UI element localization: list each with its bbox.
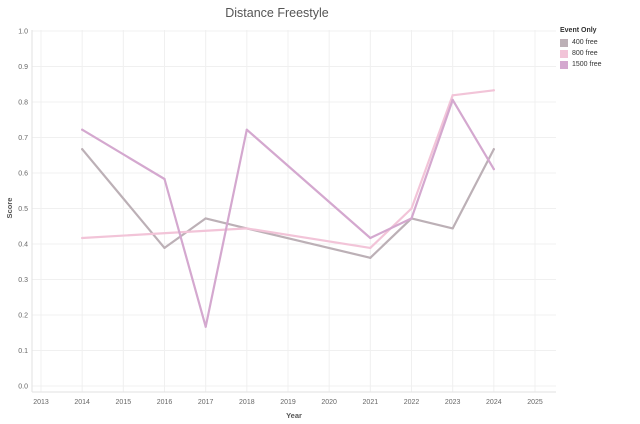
y-tick-label: 1.0 [18, 29, 28, 36]
data-point[interactable] [81, 128, 84, 131]
y-tick-label: 0.7 [18, 135, 28, 142]
legend-swatch [560, 60, 568, 69]
data-point[interactable] [204, 217, 207, 220]
x-axis-label: Year [286, 411, 302, 420]
legend-item[interactable]: 1500 free [560, 59, 602, 70]
data-point[interactable] [81, 236, 84, 240]
grid [32, 30, 556, 392]
data-point[interactable] [369, 246, 372, 250]
data-point[interactable] [492, 89, 495, 92]
x-tick-label: 2020 [321, 399, 337, 406]
x-tick-label: 2021 [363, 399, 379, 406]
data-point[interactable] [369, 236, 372, 240]
data-point[interactable] [410, 217, 413, 220]
data-point[interactable] [451, 94, 454, 97]
legend-swatch [560, 38, 568, 47]
series-line-1500-free[interactable] [81, 98, 495, 328]
y-tick-label: 0.3 [18, 277, 28, 284]
legend-items: 400 free 800 free 1500 free [560, 37, 602, 70]
y-axis-label: Score [5, 198, 14, 219]
legend-title: Event Only [560, 27, 597, 34]
data-point[interactable] [163, 177, 166, 181]
y-tick-label: 0.6 [18, 171, 28, 178]
y-tick-label: 0.5 [18, 206, 28, 213]
x-tick-label: 2014 [74, 399, 90, 406]
legend: Event Only 400 free 800 free 1500 free [560, 27, 602, 70]
x-tick-label: 2024 [486, 399, 502, 406]
x-tick-label: 2018 [239, 399, 255, 406]
y-tick-label: 0.8 [18, 100, 28, 107]
series-line-400-free[interactable] [81, 148, 495, 259]
data-point[interactable] [81, 148, 84, 151]
y-tick-label: 0.9 [18, 64, 28, 71]
chart-title: Distance Freestyle [225, 6, 329, 20]
data-point[interactable] [451, 227, 454, 230]
legend-item[interactable]: 400 free [560, 37, 602, 48]
series-lines [81, 89, 495, 328]
data-point[interactable] [451, 98, 454, 101]
x-tick-label: 2017 [198, 399, 214, 406]
data-point[interactable] [369, 256, 372, 259]
legend-label: 1500 free [572, 61, 602, 68]
y-tick-label: 0.1 [18, 348, 28, 355]
data-point[interactable] [492, 148, 495, 151]
data-point[interactable] [410, 207, 413, 210]
data-point[interactable] [204, 325, 207, 328]
axes: 2013 2014 2015 2016 2017 2018 2019 2020 2021 2022… [18, 29, 556, 406]
y-tick-label: 0.0 [18, 384, 28, 391]
data-point[interactable] [245, 128, 248, 131]
y-tick-label: 0.2 [18, 313, 28, 320]
x-tick-label: 2016 [157, 399, 173, 406]
x-tick-label: 2015 [116, 399, 132, 406]
x-tick-label: 2019 [280, 399, 296, 406]
data-point[interactable] [245, 227, 248, 230]
x-tick-label: 2022 [404, 399, 420, 406]
y-tick-label: 0.4 [18, 242, 28, 249]
legend-label: 800 free [572, 50, 598, 57]
x-tick-label: 2025 [527, 399, 543, 406]
legend-swatch [560, 49, 568, 58]
data-point[interactable] [163, 246, 166, 250]
x-tick-label: 2023 [445, 399, 461, 406]
data-point[interactable] [492, 167, 495, 171]
legend-item[interactable]: 800 free [560, 48, 602, 59]
legend-label: 400 free [572, 39, 598, 46]
x-tick-label: 2013 [33, 399, 49, 406]
